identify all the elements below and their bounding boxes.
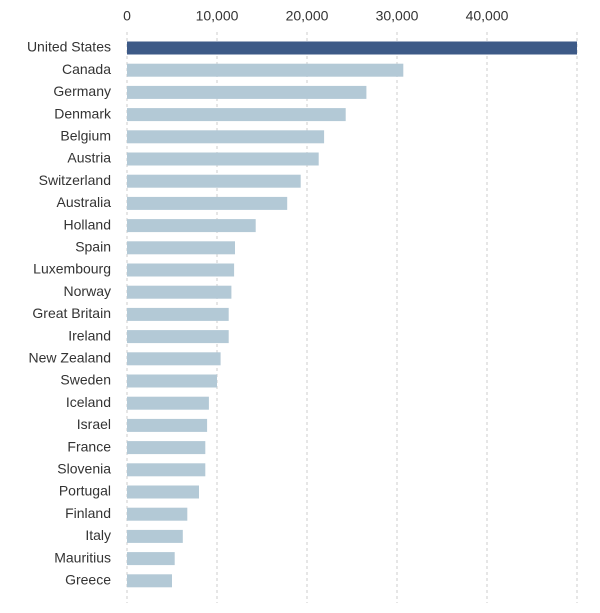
x-tick-label: 20,000 [286,8,329,24]
y-tick-label: Switzerland [39,172,111,188]
bar [127,574,172,588]
y-tick-label: Iceland [66,394,111,410]
y-tick-label: Finland [65,505,111,521]
bar [127,396,209,410]
y-tick-label: Slovenia [57,461,111,477]
bar [127,219,256,233]
y-tick-label: Sweden [60,372,111,388]
y-tick-label: Italy [85,527,111,543]
y-tick-label: Spain [75,239,111,255]
y-tick-label: United States [27,39,111,55]
bar [127,263,235,277]
y-tick-label: Belgium [60,128,111,144]
bar [127,152,319,166]
bar [127,418,208,432]
y-tick-label: Luxembourg [33,261,111,277]
bar [127,441,206,455]
bar [127,552,175,566]
bar [127,130,325,144]
bar [127,196,288,210]
y-tick-label: Austria [67,150,111,166]
bar [127,41,577,55]
bar [127,85,367,99]
y-tick-label: Germany [53,83,111,99]
bar [127,285,232,299]
bar [127,352,221,366]
x-tick-label: 40,000 [466,8,509,24]
y-tick-label: Great Britain [32,305,111,321]
bar [127,507,188,521]
bar [127,374,217,388]
y-tick-label: Denmark [54,105,112,121]
bar [127,241,235,255]
y-tick-label: Portugal [59,483,111,499]
bar [127,529,183,543]
x-tick-label: 30,000 [376,8,419,24]
bar [127,307,229,321]
y-tick-label: Holland [64,216,111,232]
bar [127,63,404,77]
bar [127,108,346,122]
bar [127,330,229,344]
x-tick-label: 10,000 [196,8,239,24]
y-tick-label: Australia [57,194,112,210]
y-tick-label: Greece [65,572,111,588]
y-tick-label: Mauritius [54,549,111,565]
y-tick-label: Norway [64,283,111,299]
bar [127,174,301,188]
bar [127,485,199,499]
y-tick-label: Israel [77,416,111,432]
x-tick-label: 0 [123,8,131,24]
y-tick-label: France [67,438,111,454]
y-tick-label: New Zealand [29,350,112,366]
bar [127,463,206,477]
y-tick-label: Ireland [68,327,111,343]
y-tick-label: Canada [62,61,111,77]
